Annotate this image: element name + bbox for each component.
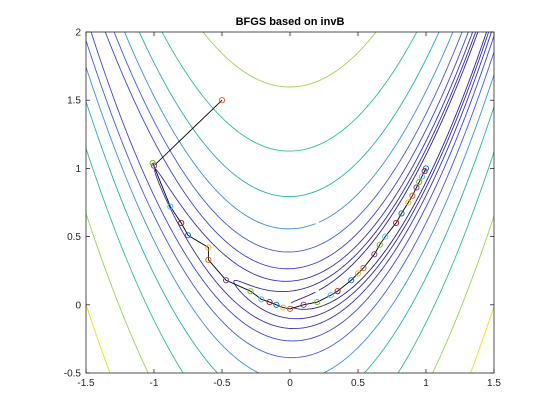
iterate-marker xyxy=(258,296,265,303)
contour-level xyxy=(154,32,492,329)
iterate-marker xyxy=(354,270,362,277)
iterate-marker xyxy=(416,178,423,186)
iterate-marker xyxy=(223,277,230,284)
contour-level xyxy=(86,32,494,373)
iterate-marker xyxy=(205,244,212,251)
x-tick-label: -1 xyxy=(150,378,159,389)
iterate-marker xyxy=(405,199,412,206)
contour-level xyxy=(233,32,490,320)
iterate-marker xyxy=(409,192,416,199)
contour-level xyxy=(290,32,487,310)
iterate-marker xyxy=(422,165,430,172)
y-tick-label: 1 xyxy=(75,164,81,175)
iterate-marker xyxy=(327,292,334,299)
x-tick-label: 0.5 xyxy=(351,378,365,389)
iterate-marker xyxy=(398,210,405,217)
iterate-marker xyxy=(418,173,425,180)
iterate-marker xyxy=(286,305,294,312)
plot-area xyxy=(86,32,494,373)
contour-level xyxy=(90,32,494,342)
x-tick-label: 1 xyxy=(423,378,429,389)
x-tick-label: -1.5 xyxy=(77,378,95,389)
iterate-marker xyxy=(184,232,192,239)
iterate-markers xyxy=(149,97,430,312)
iterate-marker xyxy=(178,219,185,227)
y-tick-label: 2 xyxy=(75,28,81,39)
axis-ticks: -1.5 -1 -0.5 0 0.5 1 1.5 -0.5 0 0.5 1 1.5 2 xyxy=(64,28,502,390)
iterate-marker xyxy=(393,219,400,227)
contour-level xyxy=(86,32,494,373)
iterate-marker xyxy=(266,299,273,306)
contour-lines xyxy=(86,32,494,373)
contour-level xyxy=(86,304,494,373)
y-tick-label: 0.5 xyxy=(67,232,81,243)
iterate-marker xyxy=(314,299,321,306)
iterate-marker xyxy=(205,256,212,263)
x-tick-label: 0 xyxy=(287,378,293,389)
contour-level xyxy=(86,32,494,373)
iterate-marker xyxy=(413,184,420,191)
iterate-marker xyxy=(280,304,287,311)
iterate-marker xyxy=(167,203,174,210)
path-line xyxy=(152,99,427,310)
optimization-path xyxy=(152,99,427,310)
y-tick-label: 0 xyxy=(75,300,81,311)
y-tick-label: 1.5 xyxy=(67,96,81,107)
contour-level xyxy=(86,32,494,373)
y-tick-label: -0.5 xyxy=(64,369,82,380)
iterate-marker xyxy=(382,233,389,240)
iterate-marker xyxy=(371,251,378,258)
iterate-marker xyxy=(247,288,254,295)
iterate-marker xyxy=(348,277,355,284)
x-tick-label: 1.5 xyxy=(487,378,501,389)
contour-level xyxy=(86,32,494,359)
x-tick-label: -0.5 xyxy=(213,378,231,389)
chart-title: BFGS based on invB xyxy=(236,16,345,28)
iterate-marker xyxy=(300,301,307,308)
iterate-marker xyxy=(149,159,156,166)
iterate-marker xyxy=(218,97,226,104)
iterate-marker xyxy=(273,301,280,308)
iterate-marker xyxy=(334,288,341,295)
iterate-marker xyxy=(360,264,367,272)
iterate-marker xyxy=(376,241,383,248)
